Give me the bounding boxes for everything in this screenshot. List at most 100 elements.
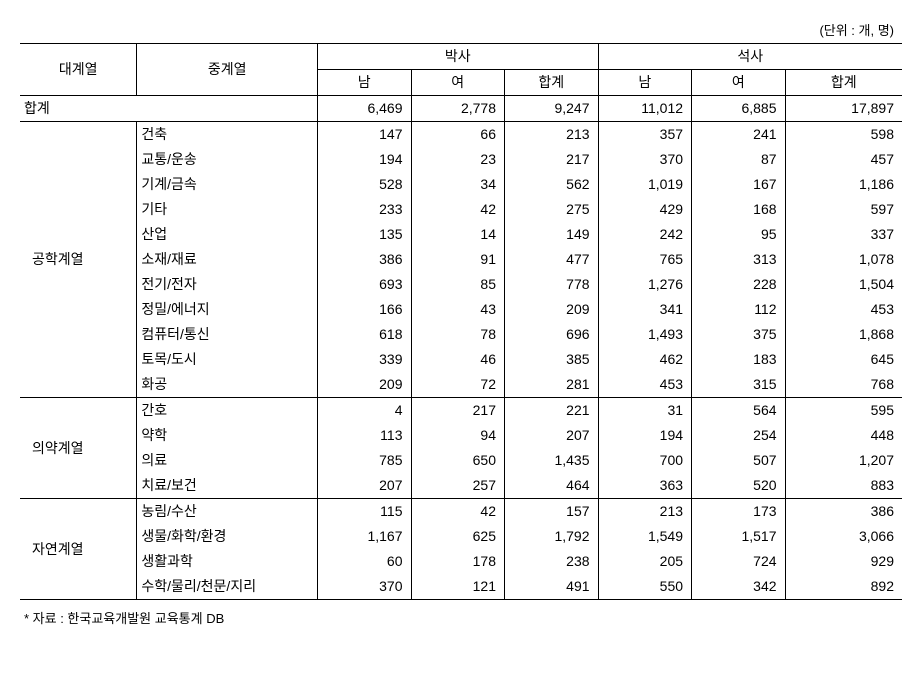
cell: 507 xyxy=(692,448,786,473)
table-body: 합계6,4692,7789,24711,0126,88517,897공학계열건축… xyxy=(20,96,902,600)
table-row: 교통/운송1942321737087457 xyxy=(20,147,902,172)
cell: 448 xyxy=(785,423,902,448)
col-group-phd: 박사 xyxy=(318,44,599,70)
cell: 337 xyxy=(785,222,902,247)
table-row: 산업1351414924295337 xyxy=(20,222,902,247)
subcategory-cell: 교통/운송 xyxy=(137,147,318,172)
cell: 281 xyxy=(505,372,599,398)
subcategory-cell: 수학/물리/천문/지리 xyxy=(137,574,318,600)
cell: 618 xyxy=(318,322,412,347)
cell: 357 xyxy=(598,122,692,148)
cell: 9,247 xyxy=(505,96,599,122)
col-phd-total: 합계 xyxy=(505,70,599,96)
cell: 233 xyxy=(318,197,412,222)
table-row: 정밀/에너지16643209341112453 xyxy=(20,297,902,322)
cell: 11,012 xyxy=(598,96,692,122)
cell: 6,885 xyxy=(692,96,786,122)
table-row: 치료/보건207257464363520883 xyxy=(20,473,902,499)
cell: 339 xyxy=(318,347,412,372)
cell: 929 xyxy=(785,549,902,574)
table-row: 수학/물리/천문/지리370121491550342892 xyxy=(20,574,902,600)
category-cell: 자연계열 xyxy=(20,499,137,600)
cell: 765 xyxy=(598,247,692,272)
cell: 453 xyxy=(785,297,902,322)
subcategory-cell: 화공 xyxy=(137,372,318,398)
cell: 477 xyxy=(505,247,599,272)
table-row: 약학11394207194254448 xyxy=(20,423,902,448)
cell: 520 xyxy=(692,473,786,499)
cell: 66 xyxy=(411,122,505,148)
cell: 2,778 xyxy=(411,96,505,122)
cell: 1,078 xyxy=(785,247,902,272)
cell: 254 xyxy=(692,423,786,448)
subcategory-cell: 생활과학 xyxy=(137,549,318,574)
cell: 217 xyxy=(411,398,505,424)
total-row: 합계6,4692,7789,24711,0126,88517,897 xyxy=(20,96,902,122)
cell: 135 xyxy=(318,222,412,247)
subcategory-cell: 산업 xyxy=(137,222,318,247)
cell: 85 xyxy=(411,272,505,297)
cell: 778 xyxy=(505,272,599,297)
cell: 113 xyxy=(318,423,412,448)
cell: 1,435 xyxy=(505,448,599,473)
col-subcategory: 중계열 xyxy=(137,44,318,96)
cell: 23 xyxy=(411,147,505,172)
subcategory-cell: 기타 xyxy=(137,197,318,222)
cell: 768 xyxy=(785,372,902,398)
cell: 207 xyxy=(318,473,412,499)
cell: 491 xyxy=(505,574,599,600)
table-row: 공학계열건축14766213357241598 xyxy=(20,122,902,148)
cell: 60 xyxy=(318,549,412,574)
cell: 550 xyxy=(598,574,692,600)
cell: 595 xyxy=(785,398,902,424)
cell: 209 xyxy=(505,297,599,322)
cell: 386 xyxy=(785,499,902,525)
table-header: 대계열 중계열 박사 석사 남 여 합계 남 여 합계 xyxy=(20,44,902,96)
cell: 205 xyxy=(598,549,692,574)
cell: 6,469 xyxy=(318,96,412,122)
cell: 173 xyxy=(692,499,786,525)
col-ms-female: 여 xyxy=(692,70,786,96)
cell: 4 xyxy=(318,398,412,424)
subcategory-cell: 건축 xyxy=(137,122,318,148)
cell: 228 xyxy=(692,272,786,297)
cell: 115 xyxy=(318,499,412,525)
subcategory-cell: 기계/금속 xyxy=(137,172,318,197)
cell: 1,549 xyxy=(598,524,692,549)
cell: 363 xyxy=(598,473,692,499)
cell: 597 xyxy=(785,197,902,222)
subcategory-cell: 컴퓨터/통신 xyxy=(137,322,318,347)
cell: 194 xyxy=(598,423,692,448)
cell: 1,493 xyxy=(598,322,692,347)
cell: 221 xyxy=(505,398,599,424)
table-row: 화공20972281453315768 xyxy=(20,372,902,398)
subcategory-cell: 전기/전자 xyxy=(137,272,318,297)
cell: 645 xyxy=(785,347,902,372)
subcategory-cell: 소재/재료 xyxy=(137,247,318,272)
footnote: * 자료 : 한국교육개발원 교육통계 DB xyxy=(20,608,902,627)
cell: 315 xyxy=(692,372,786,398)
cell: 1,276 xyxy=(598,272,692,297)
cell: 1,186 xyxy=(785,172,902,197)
table-row: 생활과학60178238205724929 xyxy=(20,549,902,574)
cell: 91 xyxy=(411,247,505,272)
cell: 462 xyxy=(598,347,692,372)
col-ms-total: 합계 xyxy=(785,70,902,96)
subcategory-cell: 생물/화학/환경 xyxy=(137,524,318,549)
cell: 429 xyxy=(598,197,692,222)
cell: 213 xyxy=(598,499,692,525)
cell: 313 xyxy=(692,247,786,272)
cell: 17,897 xyxy=(785,96,902,122)
cell: 1,792 xyxy=(505,524,599,549)
cell: 1,207 xyxy=(785,448,902,473)
cell: 166 xyxy=(318,297,412,322)
cell: 564 xyxy=(692,398,786,424)
cell: 1,019 xyxy=(598,172,692,197)
cell: 370 xyxy=(318,574,412,600)
cell: 147 xyxy=(318,122,412,148)
cell: 87 xyxy=(692,147,786,172)
cell: 370 xyxy=(598,147,692,172)
col-group-masters: 석사 xyxy=(598,44,902,70)
cell: 42 xyxy=(411,499,505,525)
table-row: 전기/전자693857781,2762281,504 xyxy=(20,272,902,297)
